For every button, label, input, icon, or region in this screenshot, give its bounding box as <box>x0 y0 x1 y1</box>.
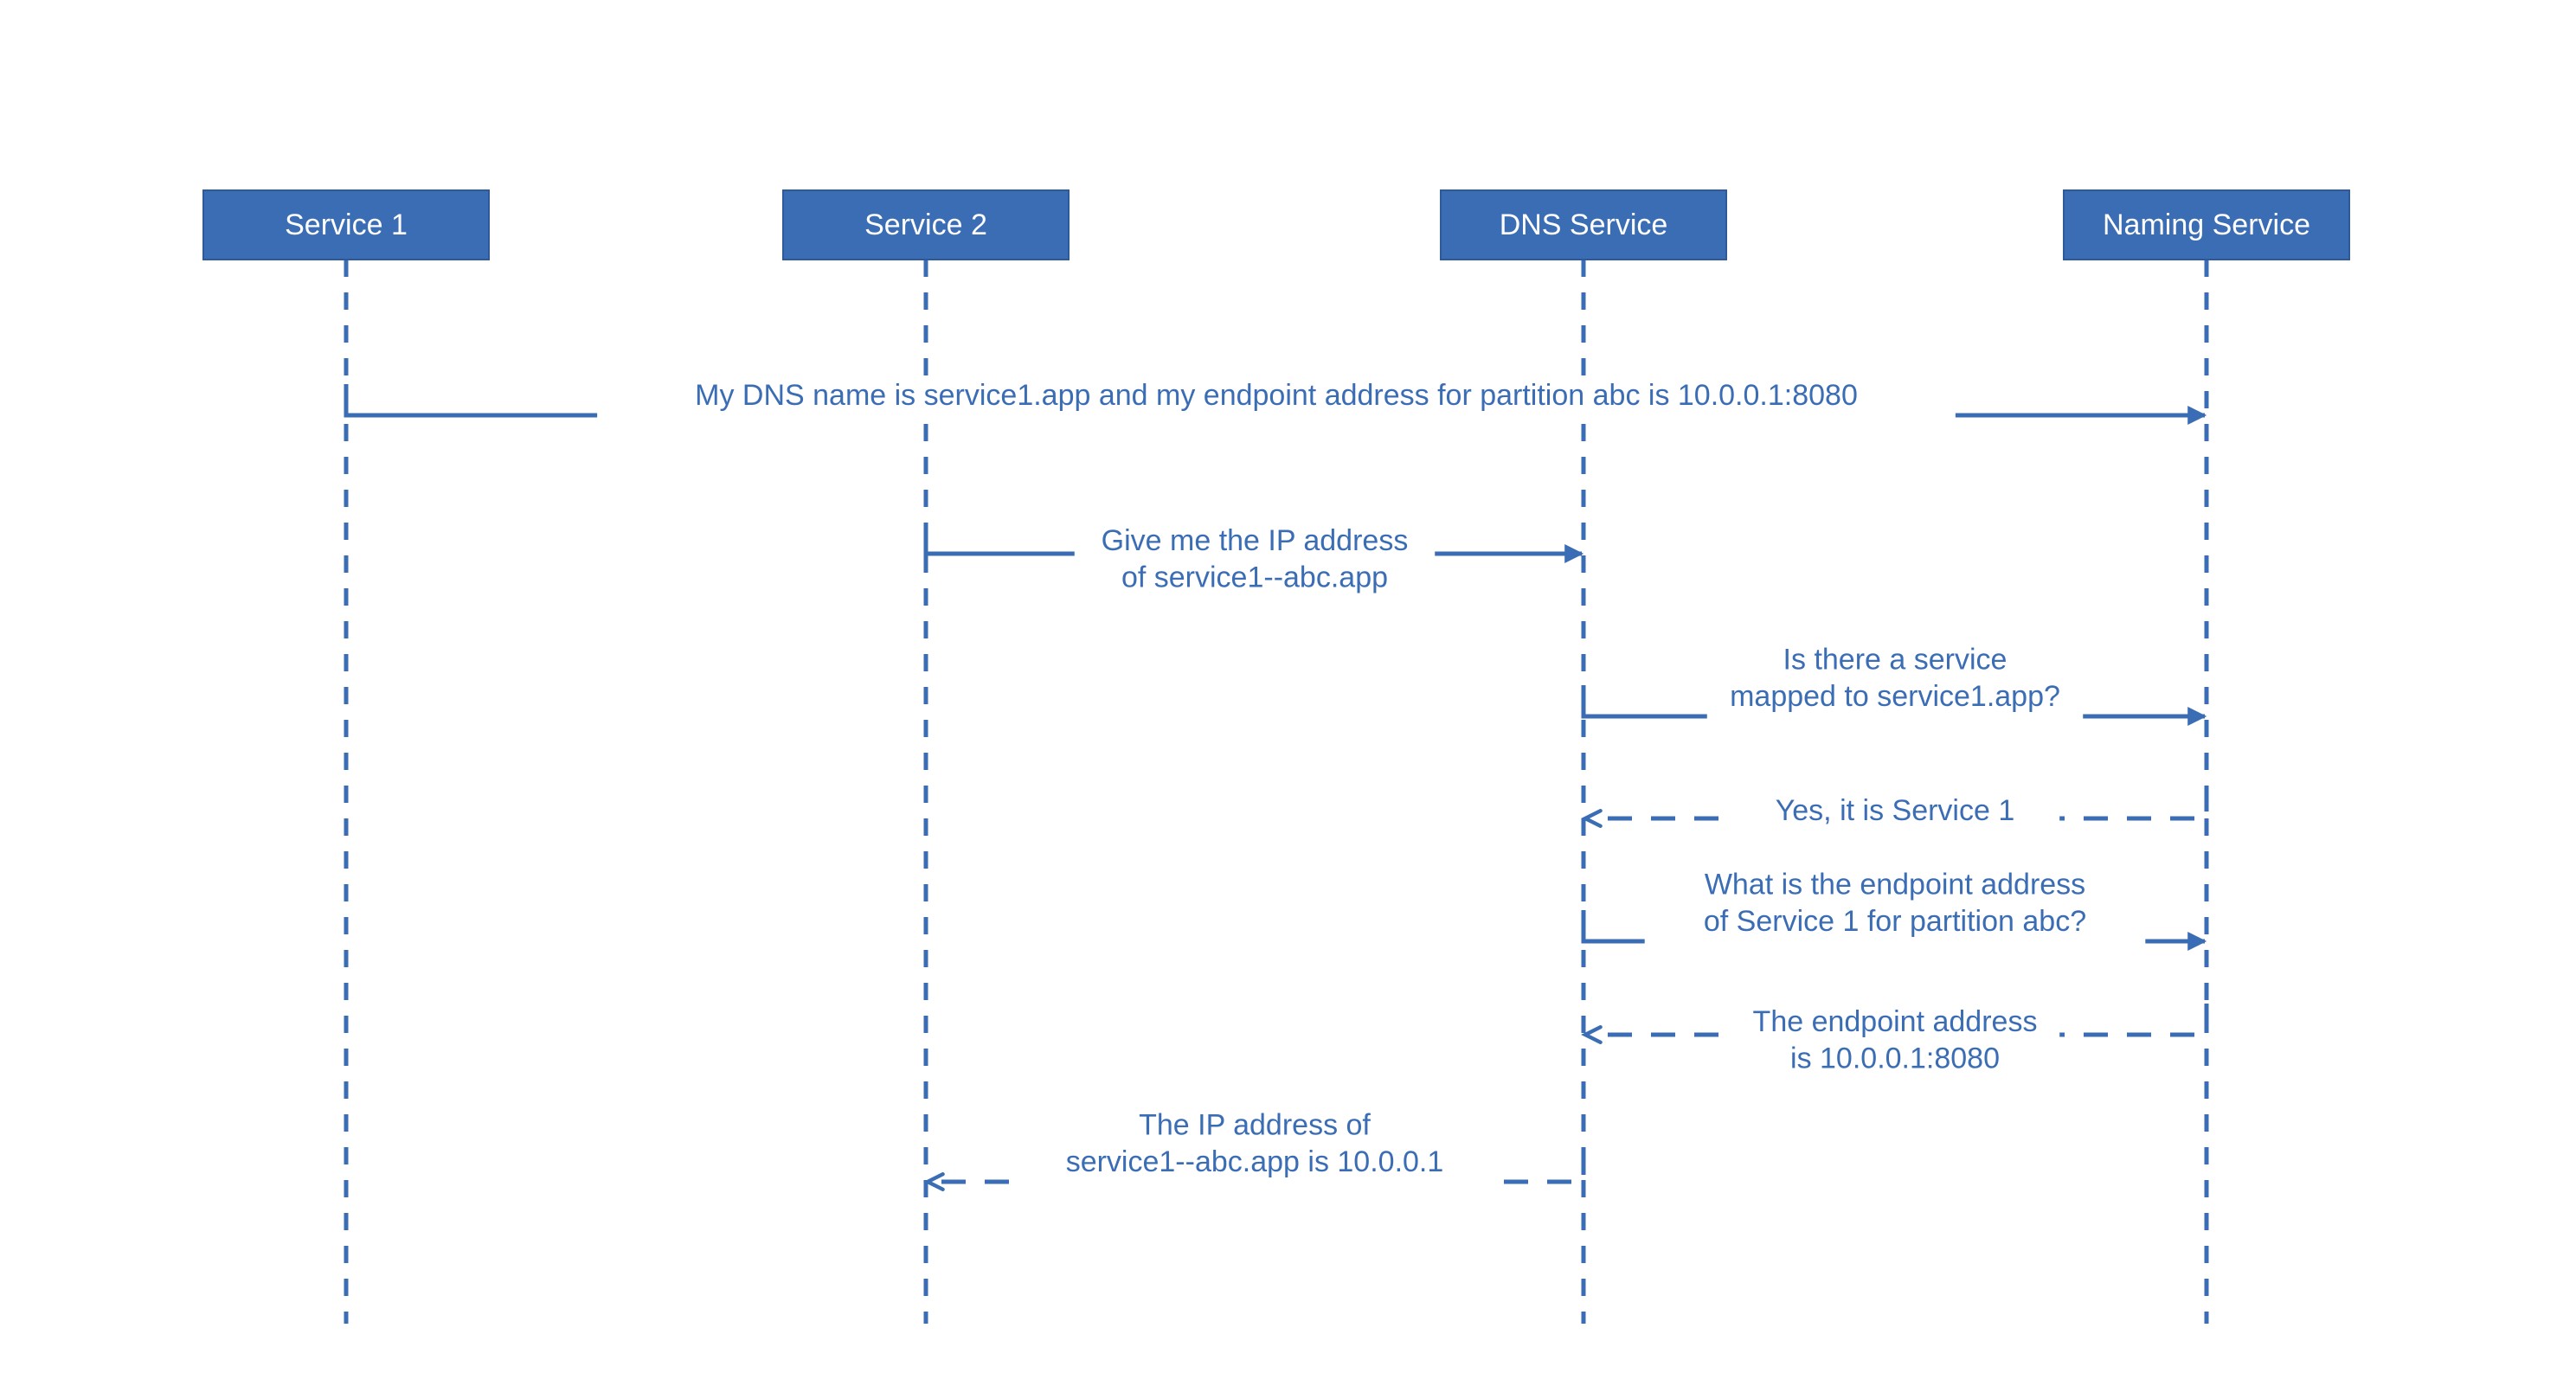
message-label-0: My DNS name is service1.app and my endpo… <box>695 379 1858 412</box>
participant-label-dns: DNS Service <box>1500 208 1668 241</box>
participant-label-service2: Service 2 <box>864 208 987 241</box>
sequence-diagram: Service 1 Service 2 DNS Service Naming Serv… <box>0 0 2576 1392</box>
participant-label-service1: Service 1 <box>285 208 408 241</box>
message-label-3: Yes, it is Service 1 <box>1776 794 2015 827</box>
participant-label-naming: Naming Service <box>2103 208 2310 241</box>
